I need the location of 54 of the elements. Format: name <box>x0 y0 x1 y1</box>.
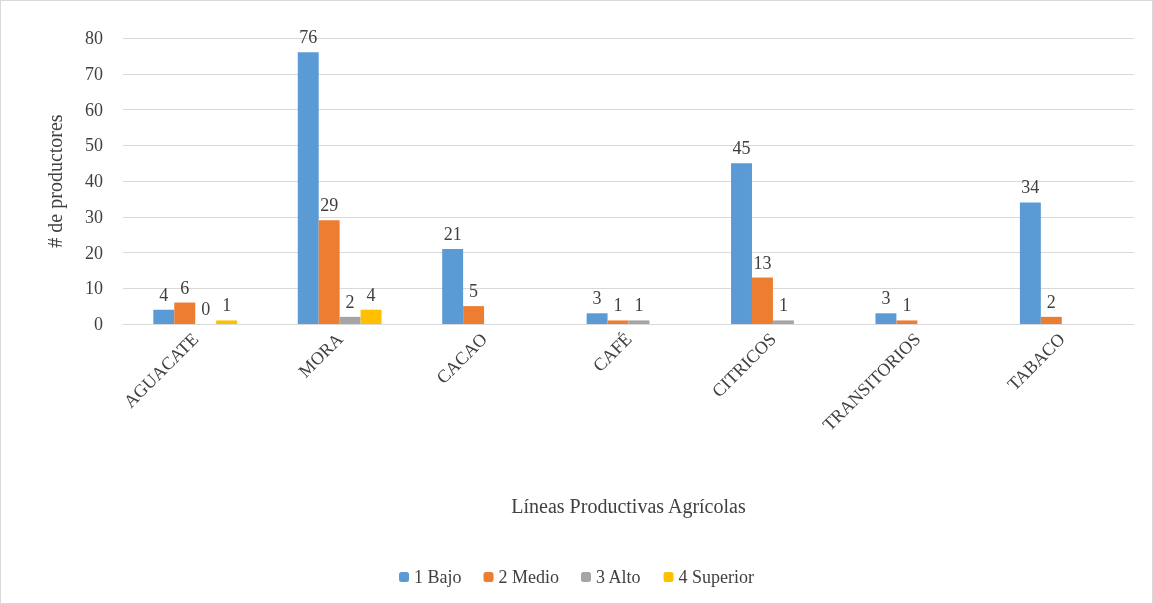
bar <box>607 320 629 324</box>
y-tick-label: 70 <box>85 63 103 84</box>
data-label: 1 <box>222 295 232 316</box>
bar <box>463 306 485 324</box>
y-axis-title: # de productores <box>44 114 67 248</box>
bar <box>628 320 650 324</box>
bar <box>216 320 238 324</box>
data-label: 1 <box>778 295 788 316</box>
data-label: 0 <box>201 299 211 319</box>
data-label: 4 <box>366 284 376 305</box>
data-label: 1 <box>634 295 644 316</box>
y-tick-label: 10 <box>85 278 103 299</box>
bar <box>1019 202 1041 324</box>
bar <box>1040 316 1062 324</box>
data-label: 29 <box>320 195 339 216</box>
data-label: 13 <box>753 252 772 273</box>
bar <box>153 309 175 324</box>
data-label: 3 <box>881 288 891 309</box>
bar <box>586 313 608 324</box>
data-label: 45 <box>732 138 751 159</box>
y-tick-label: 40 <box>85 171 103 191</box>
bar <box>339 316 361 324</box>
y-tick-label: 80 <box>85 28 103 48</box>
legend-label: 1 Bajo <box>414 567 462 587</box>
y-tick-label: 60 <box>85 99 103 120</box>
data-label: 76 <box>299 27 318 48</box>
data-label: 4 <box>159 284 169 305</box>
data-label: 3 <box>592 288 602 309</box>
bar <box>772 320 794 324</box>
y-tick-label: 30 <box>85 206 103 227</box>
legend-label: 3 Alto <box>596 567 641 587</box>
bar <box>318 220 340 324</box>
data-label: 1 <box>902 295 912 316</box>
data-label: 2 <box>1046 291 1056 312</box>
bar <box>174 302 196 324</box>
y-tick-label: 20 <box>85 242 103 263</box>
data-label: 2 <box>345 291 355 312</box>
y-tick-label: 0 <box>94 314 103 334</box>
data-label: 6 <box>180 277 190 298</box>
bar <box>751 277 773 324</box>
x-axis-title: Líneas Productivas Agrícolas <box>511 495 746 518</box>
legend-label: 2 Medio <box>498 567 560 587</box>
bar <box>360 309 382 324</box>
bar <box>896 320 918 324</box>
bar <box>442 248 464 324</box>
bar <box>731 163 752 324</box>
data-label: 21 <box>443 223 462 244</box>
data-label: 1 <box>613 295 623 316</box>
legend-label: 4 Superior <box>678 567 754 587</box>
bar <box>297 52 319 324</box>
data-label: 5 <box>469 281 479 302</box>
bar <box>875 313 897 324</box>
y-tick-label: 50 <box>85 135 103 156</box>
data-label: 34 <box>1021 177 1040 198</box>
